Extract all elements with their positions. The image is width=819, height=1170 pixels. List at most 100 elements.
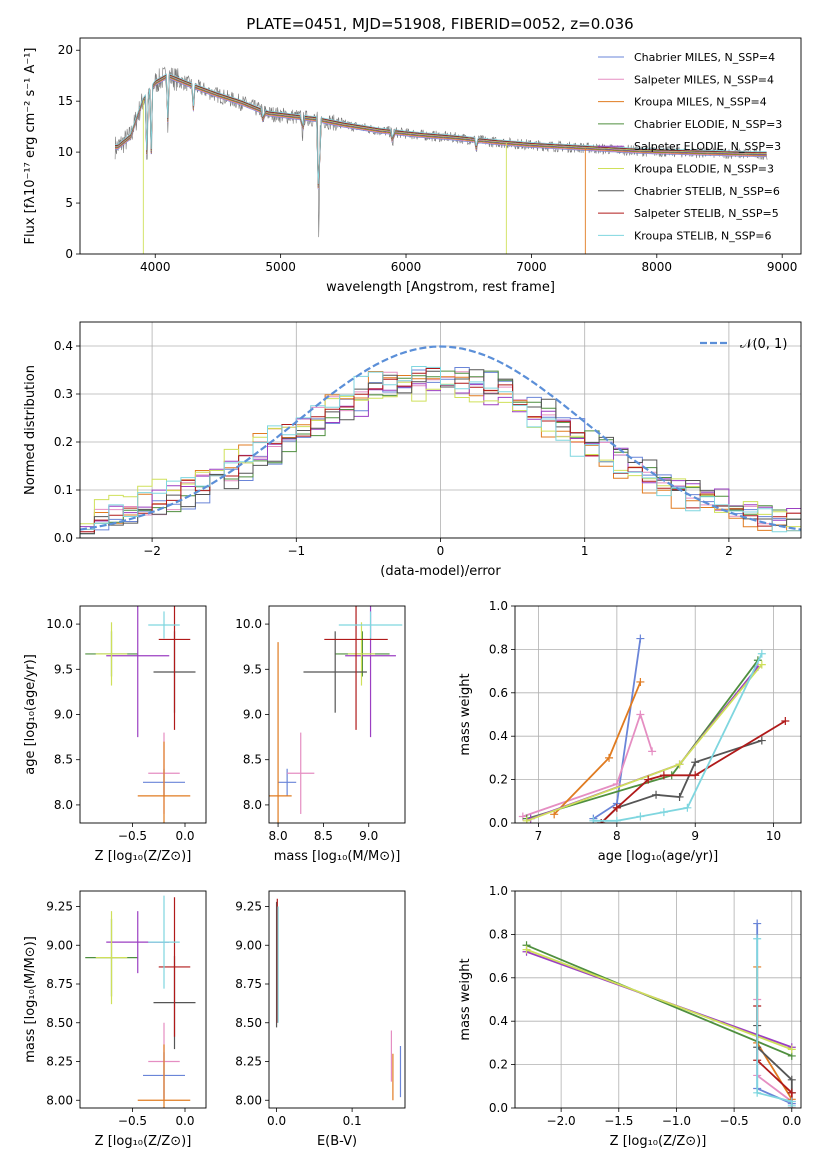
age_vs_z-panel: −0.5 0.0 8.0 8.5 9.0 9.5 10.0 Z [log₁₀(Z/Z⊙)] ag… bbox=[23, 605, 207, 864]
x-tick-label: −1.0 bbox=[662, 1114, 691, 1128]
x-tick-label: 8 bbox=[613, 829, 621, 843]
x-tick-label: −2 bbox=[143, 544, 161, 558]
y-tick-label: 0.4 bbox=[489, 1014, 508, 1028]
y-tick-label: 9.5 bbox=[243, 662, 262, 676]
axes-frame bbox=[79, 890, 207, 1109]
y-tick-label: 10.0 bbox=[46, 617, 73, 631]
mass-weight-marker-kroupa_stelib bbox=[589, 816, 598, 823]
mass-weight-marker-kroupa_stelib bbox=[753, 1088, 762, 1097]
x-tick-label: 9.0 bbox=[359, 829, 378, 843]
x-tick-label: 8.5 bbox=[314, 829, 333, 843]
x-tick-label: 5000 bbox=[265, 260, 296, 274]
y-axis-label: Normed distribution bbox=[23, 365, 38, 495]
x-axis-label: Z [log₁₀(Z/Z⊙)] bbox=[610, 1134, 707, 1149]
y-tick-label: 0.6 bbox=[489, 686, 508, 700]
x-tick-label: −0.5 bbox=[720, 1114, 749, 1128]
x-tick-label: −2.0 bbox=[547, 1114, 576, 1128]
y-tick-label: 8.5 bbox=[54, 753, 73, 767]
y-tick-label: 8.25 bbox=[46, 1055, 73, 1069]
y-tick-label: 8.00 bbox=[235, 1093, 262, 1107]
x-axis-label: Z [log₁₀(Z/Z⊙)] bbox=[95, 849, 192, 864]
y-tick-label: 0.2 bbox=[489, 773, 508, 787]
y-tick-label: 0.4 bbox=[54, 339, 73, 353]
y-axis-label: mass weight bbox=[458, 673, 473, 755]
mass-weight-marker-salpeter_stelib bbox=[612, 803, 621, 812]
mass-weight-marker-salpeter_miles bbox=[518, 812, 527, 821]
mass-weight-marker-kroupa_elodie bbox=[522, 816, 531, 823]
mass_vs_z-panel: −0.5 0.0 8.00 8.25 8.50 8.75 9.00 9.25 Z [log₁₀(… bbox=[23, 890, 207, 1149]
legend-entry: Chabrier ELODIE, N_SSP=3 bbox=[634, 118, 782, 131]
x-tick-label: 0.0 bbox=[175, 829, 194, 843]
y-tick-label: 9.00 bbox=[235, 938, 262, 952]
mass_vs_z-plot-area bbox=[85, 895, 196, 1108]
y-tick-label: 8.25 bbox=[235, 1055, 262, 1069]
mass_weight_vs_z-panel: −2.0 −1.5 −1.0 −0.5 0.0 0.0 0.2 0.4 0.6 0.8 1.0 Z [… bbox=[458, 884, 802, 1149]
y-axis-label: mass weight bbox=[458, 958, 473, 1040]
legend-entry: Kroupa STELIB, N_SSP=6 bbox=[634, 229, 772, 242]
mass-weight-line-chabrier_stelib bbox=[756, 1025, 793, 1093]
x-tick-label: −0.5 bbox=[118, 1114, 147, 1128]
y-tick-label: 20 bbox=[58, 43, 73, 57]
x-tick-label: 1 bbox=[581, 544, 589, 558]
legend-entry: Chabrier STELIB, N_SSP=6 bbox=[634, 185, 780, 198]
x-tick-label: 9000 bbox=[767, 260, 798, 274]
y-tick-label: 10.0 bbox=[235, 617, 262, 631]
y-tick-label: 1.0 bbox=[489, 884, 508, 898]
model-spectrum-chabrier_miles bbox=[115, 78, 767, 190]
x-tick-label: −0.5 bbox=[118, 829, 147, 843]
residuals-plot-area bbox=[80, 322, 801, 538]
model-spectrum-salpeter_miles bbox=[115, 77, 767, 189]
model-spectrum-kroupa_miles bbox=[115, 76, 767, 189]
y-tick-label: 0 bbox=[65, 247, 73, 261]
y-tick-label: 9.0 bbox=[54, 708, 73, 722]
x-tick-label: 0 bbox=[437, 544, 445, 558]
mass-weight-marker-salpeter_stelib bbox=[659, 771, 668, 780]
legend-entry: Chabrier MILES, N_SSP=4 bbox=[634, 51, 775, 64]
mass-weight-marker-salpeter_stelib bbox=[787, 1088, 796, 1097]
y-tick-label: 8.50 bbox=[46, 1016, 73, 1030]
y-tick-label: 0.0 bbox=[489, 1101, 508, 1115]
y-tick-label: 9.00 bbox=[46, 938, 73, 952]
x-tick-label: 2 bbox=[725, 544, 733, 558]
figure-title: PLATE=0451, MJD=51908, FIBERID=0052, z=0… bbox=[246, 15, 633, 33]
axes-frame bbox=[79, 321, 802, 539]
mass_vs_ebv-plot-area bbox=[275, 898, 402, 1101]
mass-weight-marker-salpeter_miles bbox=[648, 747, 657, 756]
mass-weight-line-kroupa_elodie bbox=[526, 948, 793, 1051]
x-tick-label: 8.0 bbox=[269, 829, 288, 843]
axes-frame bbox=[79, 37, 802, 255]
y-tick-label: 8.75 bbox=[235, 977, 262, 991]
y-axis-label: mass [log₁₀(M/M⊙)] bbox=[23, 936, 38, 1063]
mass-weight-line-kroupa_stelib bbox=[756, 938, 793, 1106]
model-spectrum-kroupa_stelib bbox=[115, 73, 767, 185]
y-tick-label: 9.5 bbox=[54, 662, 73, 676]
x-tick-label: 9 bbox=[691, 829, 699, 843]
y-tick-label: 1.0 bbox=[489, 599, 508, 613]
mass_vs_ebv-panel: 0.0 0.1 8.00 8.25 8.50 8.75 9.00 9.25 E(B-V) bbox=[235, 890, 406, 1149]
y-tick-label: 0.1 bbox=[54, 483, 73, 497]
model-spectrum-chabrier_stelib bbox=[115, 74, 767, 186]
mass_weight_vs_z-plot-area bbox=[515, 891, 801, 1108]
axes-frame bbox=[514, 890, 802, 1109]
legend-entry: Kroupa ELODIE, N_SSP=3 bbox=[634, 163, 774, 176]
y-tick-label: 8.75 bbox=[46, 977, 73, 991]
mass-weight-marker-salpeter_stelib bbox=[644, 775, 653, 784]
x-axis-label: wavelength [Angstrom, rest frame] bbox=[326, 280, 555, 295]
mass-weight-marker-kroupa_stelib bbox=[757, 649, 766, 658]
mass-weight-line-salpeter_stelib bbox=[600, 720, 786, 823]
mass-weight-marker-kroupa_stelib bbox=[753, 934, 762, 943]
axes-frame bbox=[79, 605, 207, 824]
mass-weight-marker-chabrier_miles bbox=[753, 919, 762, 928]
mass-weight-line-salpeter_miles bbox=[522, 711, 653, 818]
mass-weight-line-chabrier_stelib bbox=[600, 739, 763, 823]
spectrum-plot-area bbox=[114, 66, 768, 254]
mass-weight-marker-kroupa_stelib bbox=[636, 812, 645, 821]
mass-weight-marker-kroupa_miles bbox=[550, 810, 559, 819]
axes-frame bbox=[268, 890, 406, 1109]
mass-weight-line-kroupa_elodie bbox=[526, 664, 763, 822]
x-axis-label: (data-model)/error bbox=[380, 564, 501, 579]
y-tick-label: 15 bbox=[58, 94, 73, 108]
mass-weight-marker-chabrier_stelib bbox=[652, 790, 661, 799]
mass-weight-marker-chabrier_miles bbox=[636, 634, 645, 643]
y-axis-label: Flux [fλ10⁻¹⁷ erg cm⁻² s⁻¹ A⁻¹] bbox=[23, 48, 38, 245]
